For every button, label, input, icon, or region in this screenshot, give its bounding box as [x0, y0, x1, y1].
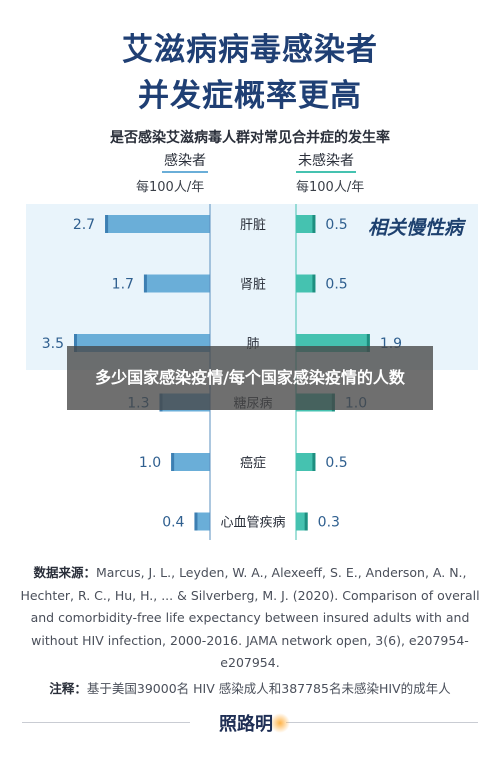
- bar-uninfected-cap-0: [312, 215, 316, 233]
- logo-glow: [270, 713, 290, 733]
- bar-infected-1: [143, 274, 210, 293]
- data-source-label: 数据来源：: [33, 565, 96, 580]
- value-label-uninfected-0: 0.5: [325, 217, 347, 233]
- value-label-uninfected-5: 0.3: [318, 515, 340, 531]
- bar-uninfected-0: [296, 215, 316, 233]
- bar-uninfected-1: [296, 274, 316, 293]
- chart-note-label: 注释：: [49, 681, 87, 696]
- bar-infected-cap-1: [143, 274, 147, 293]
- bar-infected-cap-2: [74, 334, 77, 352]
- bar-infected-4: [171, 453, 210, 471]
- bar-infected-0: [105, 215, 210, 233]
- brand-logo: 照路明: [219, 714, 273, 735]
- category-label-4: 癌症: [240, 455, 266, 471]
- bar-infected-5: [194, 512, 210, 531]
- value-label-uninfected-1: 0.5: [325, 277, 347, 293]
- bar-uninfected-4: [296, 453, 316, 471]
- value-label-infected-4: 1.0: [139, 455, 161, 471]
- legend-infected: 感染者: [162, 150, 208, 173]
- data-source: 数据来源：Marcus, J. L., Leyden, W. A., Alexe…: [20, 562, 480, 675]
- bar-uninfected-cap-5: [304, 512, 308, 531]
- band-label: 相关慢性病: [368, 217, 464, 239]
- footer-divider-left: [22, 722, 190, 723]
- bar-uninfected-cap-2: [366, 334, 370, 352]
- data-source-text: Marcus, J. L., Leyden, W. A., Alexeeff, …: [20, 565, 480, 670]
- unit-infected: 每100人/年: [136, 180, 205, 195]
- chart-title: 是否感染艾滋病毒人群对常见合并症的发生率: [110, 130, 390, 146]
- category-label-0: 肝脏: [240, 218, 266, 233]
- footer-divider-right: [286, 722, 478, 723]
- bar-uninfected-cap-4: [312, 453, 316, 471]
- unit-uninfected: 每100人/年: [296, 180, 365, 195]
- bar-infected-cap-4: [171, 453, 175, 471]
- chart-note-text: 基于美国39000名 HIV 感染成人和387785名未感染HIV的成年人: [86, 681, 451, 696]
- overlay-banner: 多少国家感染疫情/每个国家感染疫情的人数: [67, 346, 433, 410]
- value-label-infected-1: 1.7: [112, 277, 134, 293]
- overlay-banner-text: 多少国家感染疫情/每个国家感染疫情的人数: [95, 368, 405, 387]
- value-label-infected-5: 0.4: [162, 515, 184, 531]
- page-title-line2: 并发症概率更高: [138, 78, 362, 114]
- value-label-infected-2: 3.5: [42, 336, 64, 352]
- value-label-uninfected-4: 0.5: [325, 455, 347, 471]
- value-label-infected-0: 2.7: [73, 217, 95, 233]
- category-label-5: 心血管疾病: [220, 516, 285, 531]
- bar-infected-cap-0: [105, 215, 109, 233]
- bar-infected-cap-5: [194, 512, 198, 531]
- category-label-1: 肾脏: [240, 278, 266, 293]
- legend-uninfected: 未感染者: [296, 150, 356, 173]
- bar-uninfected-5: [296, 512, 308, 531]
- bar-uninfected-cap-1: [312, 274, 316, 293]
- chart-note: 注释：基于美国39000名 HIV 感染成人和387785名未感染HIV的成年人: [0, 678, 500, 697]
- page-title-line1: 艾滋病病毒感染者: [122, 32, 378, 68]
